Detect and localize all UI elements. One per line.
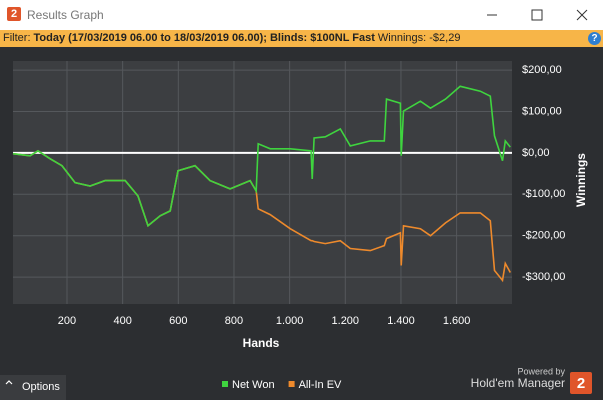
y-axis-title: Winnings (574, 153, 588, 207)
y-tick-label: -$300,00 (522, 271, 565, 283)
options-button[interactable] (0, 375, 66, 400)
help-button[interactable]: ? (588, 32, 601, 45)
x-tick-label: 1.000 (276, 315, 304, 327)
filter-bar: Filter: Today (17/03/2019 06.00 to 18/03/… (0, 30, 603, 47)
x-tick-label: 600 (169, 315, 187, 327)
series-line (12, 85, 511, 228)
x-tick-label: 1.200 (332, 315, 360, 327)
x-tick-label: 200 (58, 315, 76, 327)
x-tick-label: 1.600 (443, 315, 471, 327)
y-tick-label: -$200,00 (522, 230, 565, 242)
x-axis-title: Hands (243, 336, 280, 350)
filter-range: Today (17/03/2019 06.00 to 18/03/2019 06… (33, 32, 375, 44)
y-tick-label: $100,00 (522, 105, 562, 117)
legend-swatch (288, 381, 295, 387)
brand-logo-text: 2 (577, 375, 585, 392)
brand-logo (570, 372, 592, 394)
title-bar: 2 Results Graph (0, 0, 603, 30)
options-label: Options (22, 381, 60, 393)
close-button[interactable] (572, 5, 592, 25)
window-title: Results Graph (27, 8, 104, 22)
chart: Hands Winnings Options Powered by Hold'e… (0, 61, 592, 400)
filter-winnings: Winnings: -$2,29 (377, 32, 461, 44)
options-caret (5, 380, 13, 385)
y-tick-label: $200,00 (522, 64, 562, 76)
brand-name: Hold'em Manager (471, 376, 565, 390)
app-logo: 2 (7, 7, 21, 21)
y-tick-label: $0,00 (522, 147, 550, 159)
x-tick-label: 1.400 (387, 315, 415, 327)
legend-swatch (222, 381, 228, 387)
maximize-button[interactable] (527, 5, 547, 25)
y-tick-label: -$100,00 (522, 188, 565, 200)
legend-label: All-In EV (299, 379, 342, 391)
minimize-button[interactable] (482, 5, 502, 25)
x-tick-label: 400 (113, 315, 131, 327)
x-tick-label: 800 (225, 315, 243, 327)
powered-by: Powered by (517, 366, 565, 376)
filter-label: Filter: (3, 32, 31, 44)
plot-area (13, 61, 512, 304)
legend-label: Net Won (232, 379, 275, 391)
